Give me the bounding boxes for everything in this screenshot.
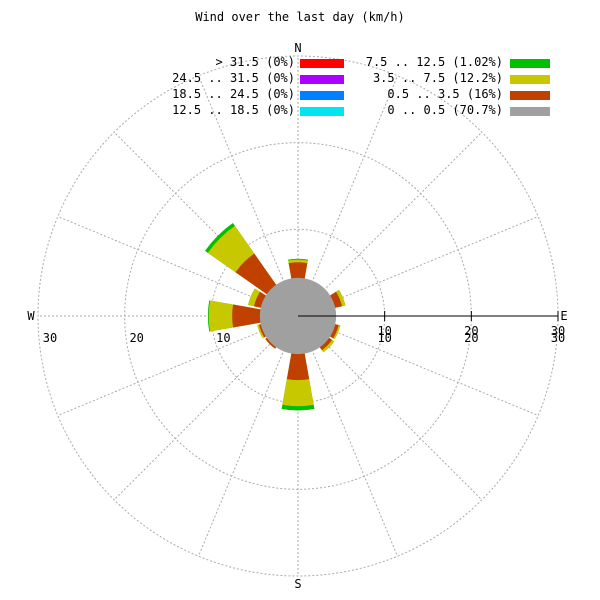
legend-label: > 31.5 (0%): [216, 55, 295, 69]
legend-entry-12-5-18-5: 12.5 .. 18.5 (0%): [172, 103, 344, 117]
tick-label-lower: 30: [551, 331, 565, 345]
direction-label-n: N: [294, 41, 301, 55]
tick-label-upper: 10: [377, 324, 391, 338]
legend-label: 12.5 .. 18.5 (0%): [172, 103, 295, 117]
grid-spoke: [198, 75, 299, 317]
grid-spoke: [297, 315, 398, 557]
grid-spoke: [57, 315, 299, 416]
tick-label-west: 10: [216, 331, 230, 345]
legend-swatch: [300, 91, 344, 100]
legend-swatch: [510, 91, 550, 100]
grid-spoke: [297, 315, 483, 501]
legend-label: 7.5 .. 12.5 (1.02%): [366, 55, 503, 69]
legend-swatch: [300, 107, 344, 116]
legend: > 31.5 (0%) 24.5 .. 31.5 (0%) 18.5 .. 24…: [172, 55, 550, 117]
legend-label: 0 .. 0.5 (70.7%): [387, 103, 503, 117]
legend-swatch: [510, 75, 550, 84]
legend-label: 3.5 .. 7.5 (12.2%): [373, 71, 503, 85]
legend-label: 0.5 .. 3.5 (16%): [387, 87, 503, 101]
legend-swatch: [300, 75, 344, 84]
legend-entry-0-5-3-5: 0.5 .. 3.5 (16%): [387, 87, 550, 101]
tick-label-west: 20: [129, 331, 143, 345]
grid-spoke: [297, 131, 483, 317]
tick-label-lower: 20: [464, 331, 478, 345]
legend-entry-7-5-12-5: 7.5 .. 12.5 (1.02%): [366, 55, 550, 69]
legend-entry-24-5-31-5: 24.5 .. 31.5 (0%): [172, 71, 344, 85]
tick-label-lower: 10: [377, 331, 391, 345]
grid-spoke: [57, 216, 299, 317]
tick-label-upper: 30: [551, 324, 565, 338]
legend-entry-18-5-24-5: 18.5 .. 24.5 (0%): [172, 87, 344, 101]
legend-label: 24.5 .. 31.5 (0%): [172, 71, 295, 85]
direction-label-e: E: [560, 309, 567, 323]
legend-swatch: [300, 59, 344, 68]
legend-swatch: [510, 107, 550, 116]
legend-entry-over-31-5: > 31.5 (0%): [216, 55, 344, 69]
legend-swatch: [510, 59, 550, 68]
legend-entry-0-0-5: 0 .. 0.5 (70.7%): [387, 103, 550, 117]
grid-spoke: [297, 315, 539, 416]
tick-label-west: 30: [43, 331, 57, 345]
direction-label-w: W: [27, 309, 35, 323]
grid-spoke: [113, 131, 299, 317]
legend-entry-3-5-7-5: 3.5 .. 7.5 (12.2%): [373, 71, 550, 85]
legend-label: 18.5 .. 24.5 (0%): [172, 87, 295, 101]
direction-label-s: S: [294, 577, 301, 591]
chart-title: Wind over the last day (km/h): [195, 10, 405, 24]
grid-spoke: [113, 315, 299, 501]
grid-spoke: [297, 216, 539, 317]
grid-spoke: [198, 315, 299, 557]
grid-spoke: [297, 75, 398, 317]
tick-label-upper: 20: [464, 324, 478, 338]
